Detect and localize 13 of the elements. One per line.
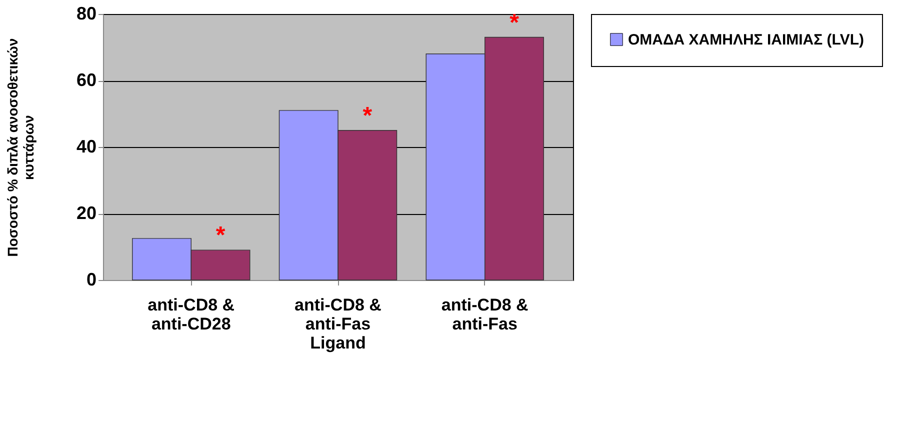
legend-label: ΟΜΑΔΑ ΧΑΜΗΛΗΣ ΙΑΙΜΙΑΣ (LVL): [628, 32, 864, 48]
x-tick-label: anti-CD8 & anti-CD28: [148, 296, 235, 334]
x-tick-label: anti-CD8 & anti-Fas: [441, 296, 528, 334]
y-tick-label: 40: [76, 136, 96, 156]
y-axis-title: Ποσοστό % διπλά ανοσοθετικών κυττάρων: [4, 38, 36, 257]
annotation: *: [510, 9, 520, 36]
y-tick-label: 0: [86, 270, 96, 290]
y-tick-label: 80: [76, 4, 96, 24]
x-tick-label: anti-CD8 & anti-Fas Ligand: [294, 296, 382, 352]
annotation: *: [216, 222, 226, 250]
y-tick-label: 60: [76, 70, 96, 90]
annotation: *: [362, 102, 373, 130]
y-tick-label: 20: [76, 203, 96, 223]
